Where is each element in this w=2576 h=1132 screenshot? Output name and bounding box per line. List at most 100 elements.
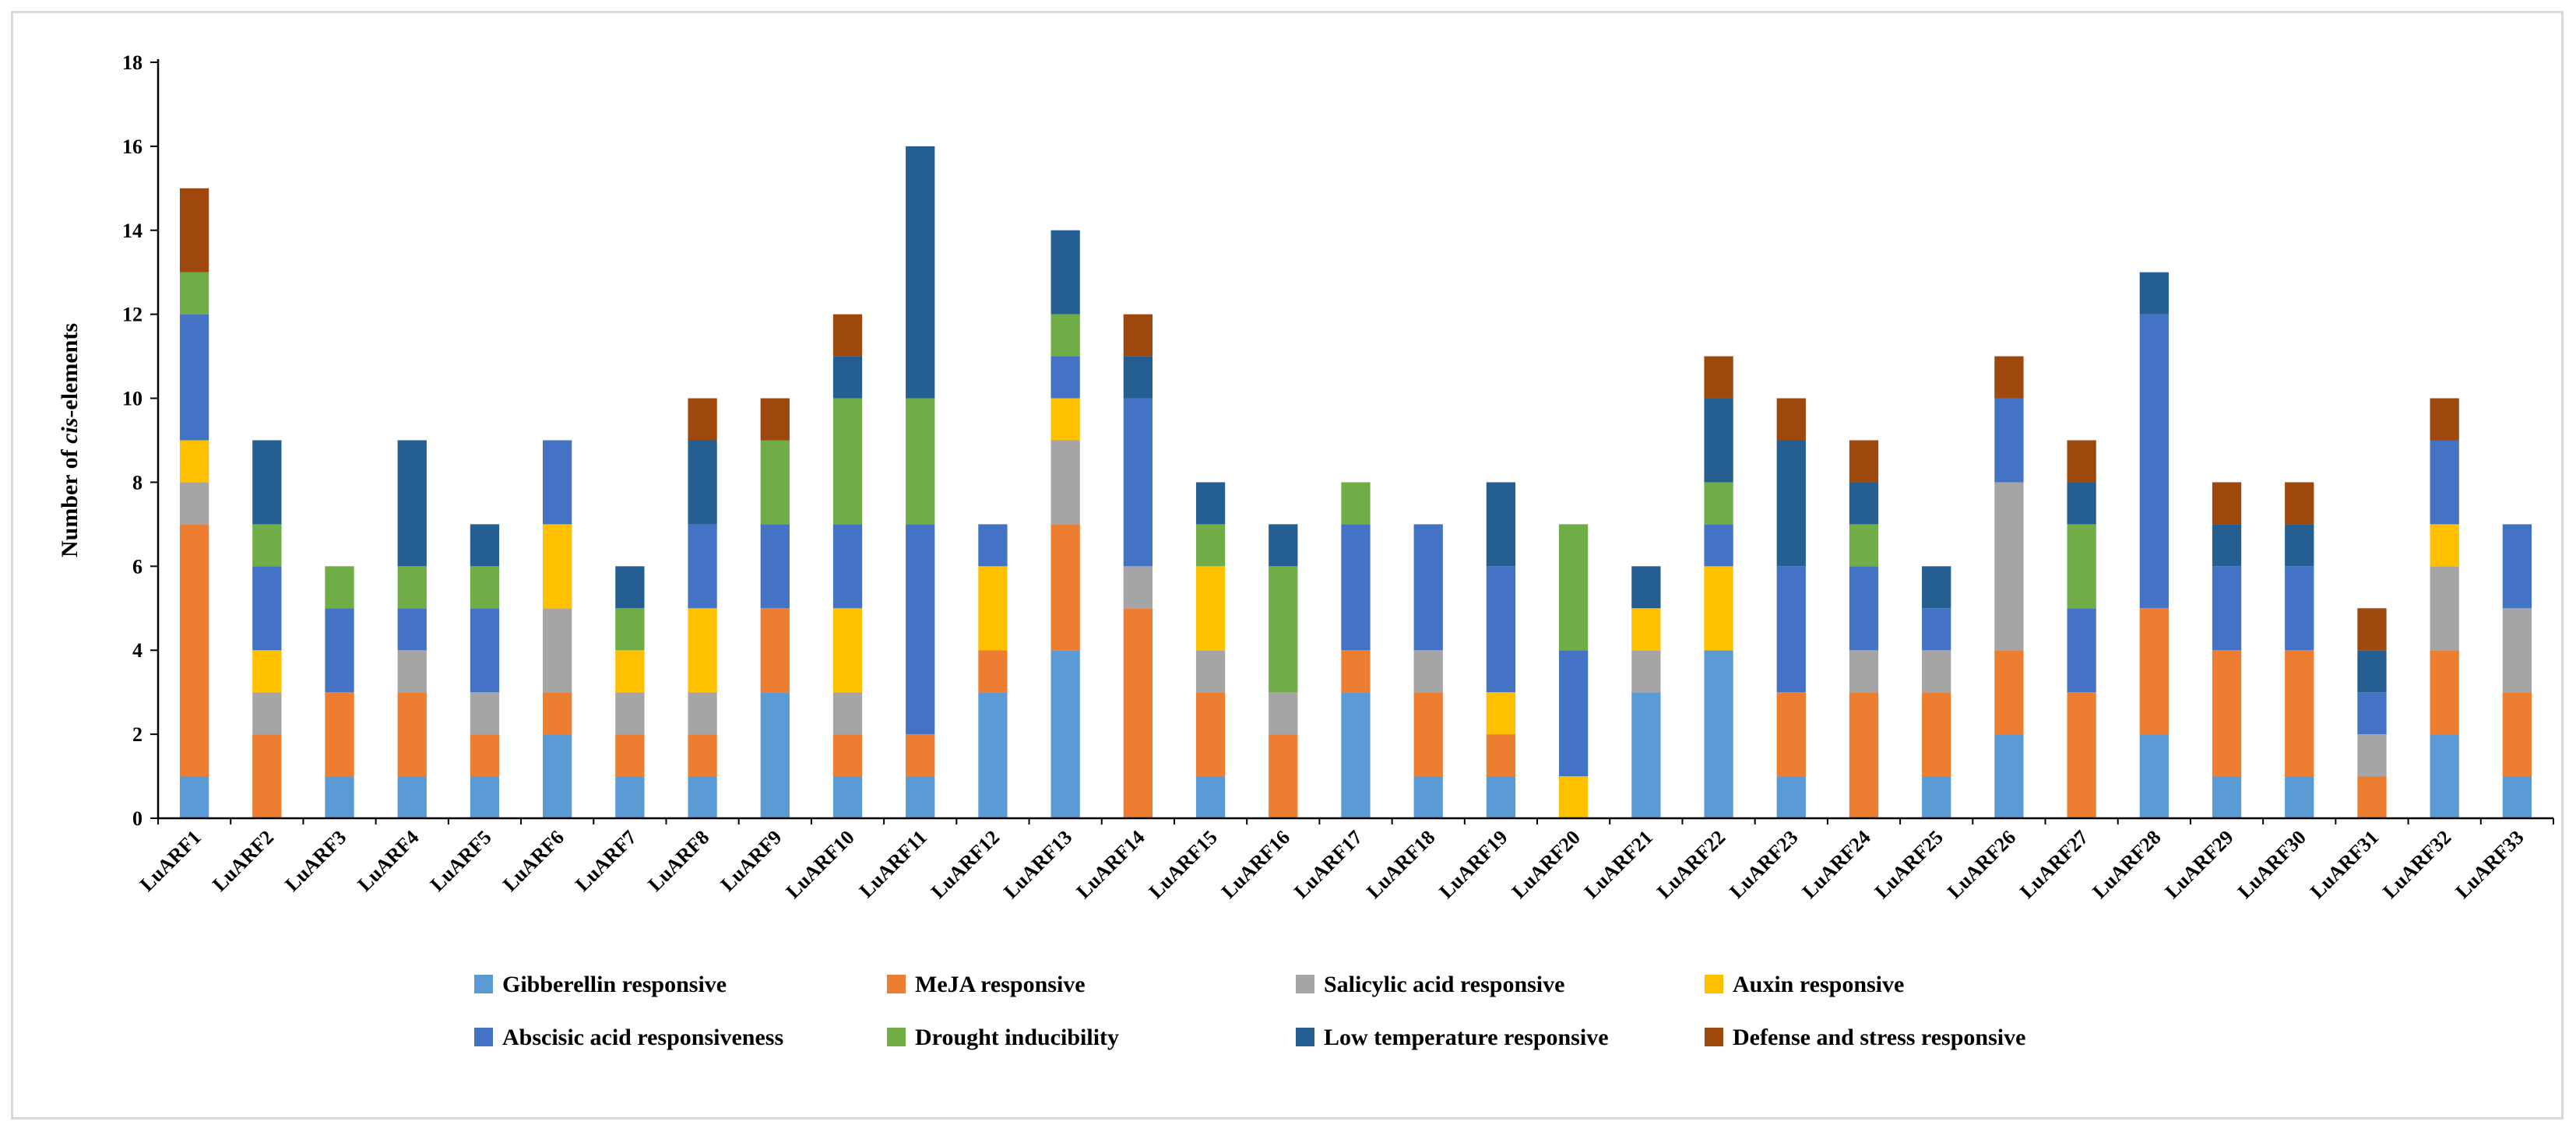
bar-segment-luarf2-s4 [252, 650, 282, 693]
bar-segment-luarf28-s5 [2139, 314, 2169, 609]
bar-segment-luarf31-s8 [2357, 608, 2387, 651]
bar-segment-luarf16-s2 [1269, 734, 1298, 818]
x-tick-label: LuARF29 [2161, 826, 2238, 903]
x-tick-label: LuARF10 [782, 826, 859, 903]
chart-frame: LuARF1 LuARF2 LuARF3 LuARF4 LuARF5 LuARF6 LuAR… [11, 11, 2564, 1120]
bar-segment-luarf17-s2 [1341, 650, 1371, 693]
bar-segment-luarf8-s3 [688, 692, 717, 735]
y-tick-label: 10 [122, 388, 143, 410]
bar-segment-luarf8-s1 [688, 776, 717, 818]
bar-segment-luarf9-s5 [760, 524, 790, 609]
bar-segment-luarf23-s7 [1776, 440, 1806, 567]
bar-segment-luarf3-s5 [325, 608, 354, 693]
bar-segment-luarf2-s7 [252, 440, 282, 525]
bar-segment-luarf1-s6 [179, 272, 209, 315]
bar-segment-luarf11-s1 [906, 776, 935, 818]
bar-segment-luarf32-s1 [2430, 734, 2459, 818]
x-tick-label: LuARF20 [1508, 826, 1585, 903]
bar-segment-luarf12-s4 [978, 566, 1008, 651]
bar-segment-luarf31-s3 [2357, 734, 2387, 777]
y-axis-title: Number of cis-elements [57, 323, 83, 557]
bar-segment-luarf26-s5 [1994, 398, 2024, 483]
bar-segment-luarf27-s2 [2067, 692, 2096, 818]
bar-segment-luarf17-s1 [1341, 692, 1371, 818]
bar-segment-luarf20-s5 [1558, 650, 1589, 777]
x-tick-label: LuARF17 [1290, 826, 1367, 903]
y-tick-label: 4 [132, 639, 143, 662]
x-tick-label: LuARF32 [2378, 826, 2455, 903]
x-tick-label: LuARF30 [2233, 826, 2310, 903]
bar-segment-luarf19-s2 [1486, 734, 1516, 777]
bar-segment-luarf22-s8 [1704, 356, 1733, 399]
bar-segment-luarf27-s8 [2067, 440, 2096, 483]
x-tick-label: LuARF12 [927, 826, 1004, 903]
bar-segment-luarf22-s4 [1704, 566, 1733, 651]
bar-segment-luarf31-s5 [2357, 692, 2387, 735]
y-tick-label: 16 [122, 135, 143, 158]
bar-segment-luarf10-s3 [832, 692, 863, 735]
bar-segment-luarf13-s5 [1050, 356, 1080, 399]
bar-segment-luarf33-s5 [2502, 524, 2532, 609]
bar-segment-luarf4-s3 [397, 650, 427, 693]
x-tick-label: LuARF25 [1870, 826, 1948, 903]
bar-segment-luarf31-s7 [2357, 650, 2387, 693]
bar-segment-luarf8-s4 [688, 608, 717, 693]
bar-segment-luarf4-s6 [397, 566, 427, 609]
bar-segment-luarf7-s1 [615, 776, 645, 818]
y-tick-labels: 0 2 4 6 8 10 12 14 16 18 [122, 51, 143, 830]
bar-segment-luarf28-s2 [2139, 608, 2169, 735]
y-tick-label: 18 [122, 51, 143, 74]
legend-item-2: MeJA responsive [887, 972, 1086, 997]
x-tick-label: LuARF22 [1652, 826, 1730, 903]
legend-swatch [1296, 975, 1314, 993]
bar-segment-luarf24-s6 [1849, 524, 1879, 567]
axes-layer [150, 59, 2554, 824]
bar-segment-luarf14-s8 [1123, 314, 1153, 357]
bar-segment-luarf5-s7 [470, 524, 500, 567]
x-tick-label: LuARF13 [999, 826, 1076, 903]
bar-segment-luarf15-s2 [1195, 692, 1226, 777]
legend-label: Defense and stress responsive [1733, 1025, 2025, 1050]
bar-segment-luarf7-s6 [615, 608, 645, 651]
bar-segment-luarf15-s3 [1195, 650, 1226, 693]
bar-segment-luarf29-s2 [2212, 650, 2242, 777]
bar-segment-luarf19-s7 [1486, 482, 1516, 567]
bar-segment-luarf11-s6 [906, 398, 935, 525]
legend-item-8: Defense and stress responsive [1705, 1025, 2025, 1050]
bar-segment-luarf9-s2 [760, 608, 790, 693]
bar-segment-luarf23-s5 [1776, 566, 1806, 693]
x-tick-label: LuARF28 [2088, 826, 2165, 903]
legend-label: Gibberellin responsive [502, 972, 727, 997]
bar-segment-luarf29-s7 [2212, 524, 2242, 567]
bar-segment-luarf4-s7 [397, 440, 427, 567]
bar-segment-luarf14-s5 [1123, 398, 1153, 567]
bar-segment-luarf4-s1 [397, 776, 427, 818]
x-tick-label: LuARF2 [208, 826, 278, 896]
legend-label: Drought inducibility [915, 1025, 1119, 1050]
bar-segment-luarf29-s8 [2212, 482, 2242, 525]
bar-segment-luarf5-s3 [470, 692, 500, 735]
bar-segment-luarf32-s4 [2430, 524, 2459, 567]
legend-item-5: Abscisic acid responsiveness [474, 1025, 783, 1050]
bar-segment-luarf11-s5 [906, 524, 935, 735]
bar-segment-luarf8-s5 [688, 524, 717, 609]
bar-segment-luarf20-s6 [1558, 524, 1589, 651]
legend-swatch [887, 975, 906, 993]
legend-label: Low temperature responsive [1324, 1025, 1609, 1050]
bar-segment-luarf2-s5 [252, 566, 282, 651]
bar-segment-luarf2-s2 [252, 734, 282, 818]
x-tick-label: LuARF27 [2015, 826, 2092, 903]
bar-segment-luarf30-s8 [2285, 482, 2314, 525]
x-tick-labels: LuARF1 LuARF2 LuARF3 LuARF4 LuARF5 LuARF6 LuAR… [135, 826, 2528, 903]
bar-segment-luarf31-s2 [2357, 776, 2387, 818]
legend-label: Abscisic acid responsiveness [502, 1025, 783, 1050]
bar-segment-luarf13-s4 [1050, 398, 1080, 441]
bar-segment-luarf32-s8 [2430, 398, 2459, 441]
bar-segment-luarf18-s1 [1413, 776, 1443, 818]
bar-segment-luarf24-s2 [1849, 692, 1879, 818]
x-tick-label: LuARF7 [571, 826, 641, 896]
bar-segment-luarf15-s7 [1195, 482, 1226, 525]
y-tick-label: 14 [122, 220, 143, 242]
bar-segment-luarf15-s4 [1195, 566, 1226, 651]
legend: Gibberellin responsive MeJA responsive Sal… [474, 972, 2025, 1050]
